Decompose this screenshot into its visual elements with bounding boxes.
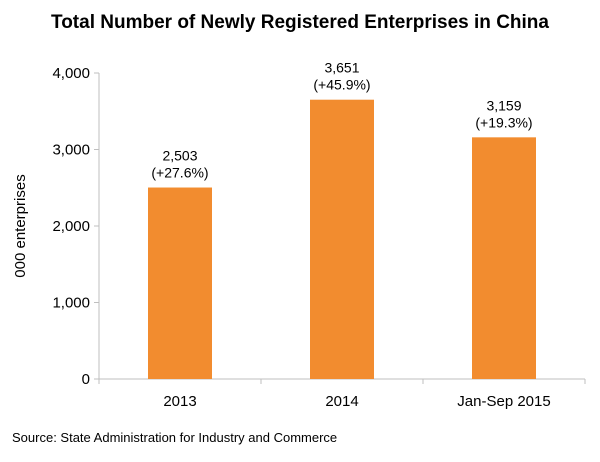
y-tick-label: 3,000: [52, 142, 90, 159]
bar-data-label: (+27.6%): [151, 165, 208, 181]
bar-data-label: (+45.9%): [313, 77, 370, 93]
y-tick-label: 2,000: [52, 218, 90, 235]
y-tick-label: 0: [82, 371, 90, 388]
bar-data-label: 2,503: [162, 148, 197, 164]
y-tick-label: 4,000: [52, 65, 90, 82]
bar: [472, 137, 536, 379]
bar-data-label: 3,159: [486, 97, 521, 113]
bar: [148, 187, 212, 379]
bar: [310, 99, 374, 380]
bar-data-labels: 2,503(+27.6%) 3,651(+45.9%) 3,159(+19.3%): [151, 60, 532, 181]
y-tick-label: 1,000: [52, 295, 90, 312]
x-axis-tick-labels: 2013 2014 Jan-Sep 2015: [163, 393, 550, 410]
bar-data-label: 3,651: [324, 60, 359, 76]
bars: [148, 99, 536, 380]
x-tick-label: Jan-Sep 2015: [457, 393, 550, 410]
y-axis-ticks: 0 1,000 2,000 3,000 4,000: [52, 65, 586, 388]
chart-title: Total Number of Newly Registered Enterpr…: [51, 12, 549, 33]
x-tick-label: 2014: [325, 393, 358, 410]
source-note: Source: State Administration for Industr…: [12, 430, 338, 445]
bar-data-label: (+19.3%): [475, 114, 532, 130]
y-axis-title: 000 enterprises: [12, 174, 29, 277]
x-tick-label: 2013: [163, 393, 196, 410]
